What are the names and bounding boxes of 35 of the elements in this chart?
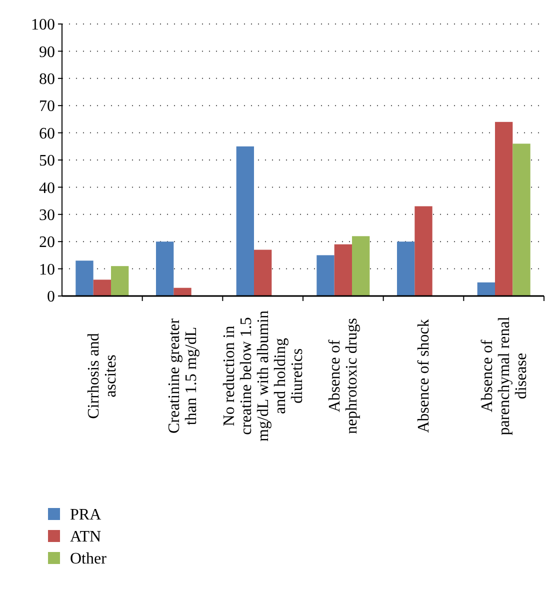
y-tick-label: 0 [47, 288, 55, 306]
bar [111, 266, 129, 296]
bar [494, 122, 513, 296]
legend-label: Other [70, 550, 108, 568]
legend-label: ATN [70, 528, 102, 546]
bar [316, 255, 334, 296]
bar [236, 146, 254, 296]
y-tick-label: 70 [39, 98, 55, 116]
bar [93, 280, 112, 296]
y-tick-label: 50 [39, 152, 55, 170]
bar [512, 144, 530, 296]
x-tick-label: Creatinine greater than 1.5 mg/dL [166, 318, 200, 434]
bar [477, 282, 495, 296]
bar [352, 236, 370, 296]
y-tick-label: 100 [31, 16, 55, 34]
y-tick-label: 20 [39, 234, 55, 252]
bar [334, 244, 352, 296]
x-tick-label: Absence of shock [416, 319, 432, 433]
y-tick-label: 40 [39, 180, 55, 197]
y-tick-label: 80 [39, 71, 55, 88]
bar [254, 250, 272, 296]
x-tick-label: No reduction in creatine below 1.5 mg/dL with albumin and holding diuretics [220, 310, 306, 442]
y-tick-label: 60 [39, 125, 55, 142]
x-tick-label: Absence of nephrotoxic drugs [326, 318, 361, 434]
y-tick-label: 90 [39, 44, 55, 61]
bar [396, 242, 415, 296]
bar [156, 242, 174, 296]
y-tick-label: 10 [39, 261, 55, 278]
bar [76, 260, 94, 296]
bar [414, 206, 432, 296]
y-tick-label: 30 [39, 207, 55, 224]
bar [174, 288, 192, 296]
legend-label: PRA [70, 506, 102, 524]
x-tick-label: Cirrhosis and ascites [86, 333, 120, 419]
x-tick-label: Absence of parenchymal renal disease [478, 316, 530, 436]
